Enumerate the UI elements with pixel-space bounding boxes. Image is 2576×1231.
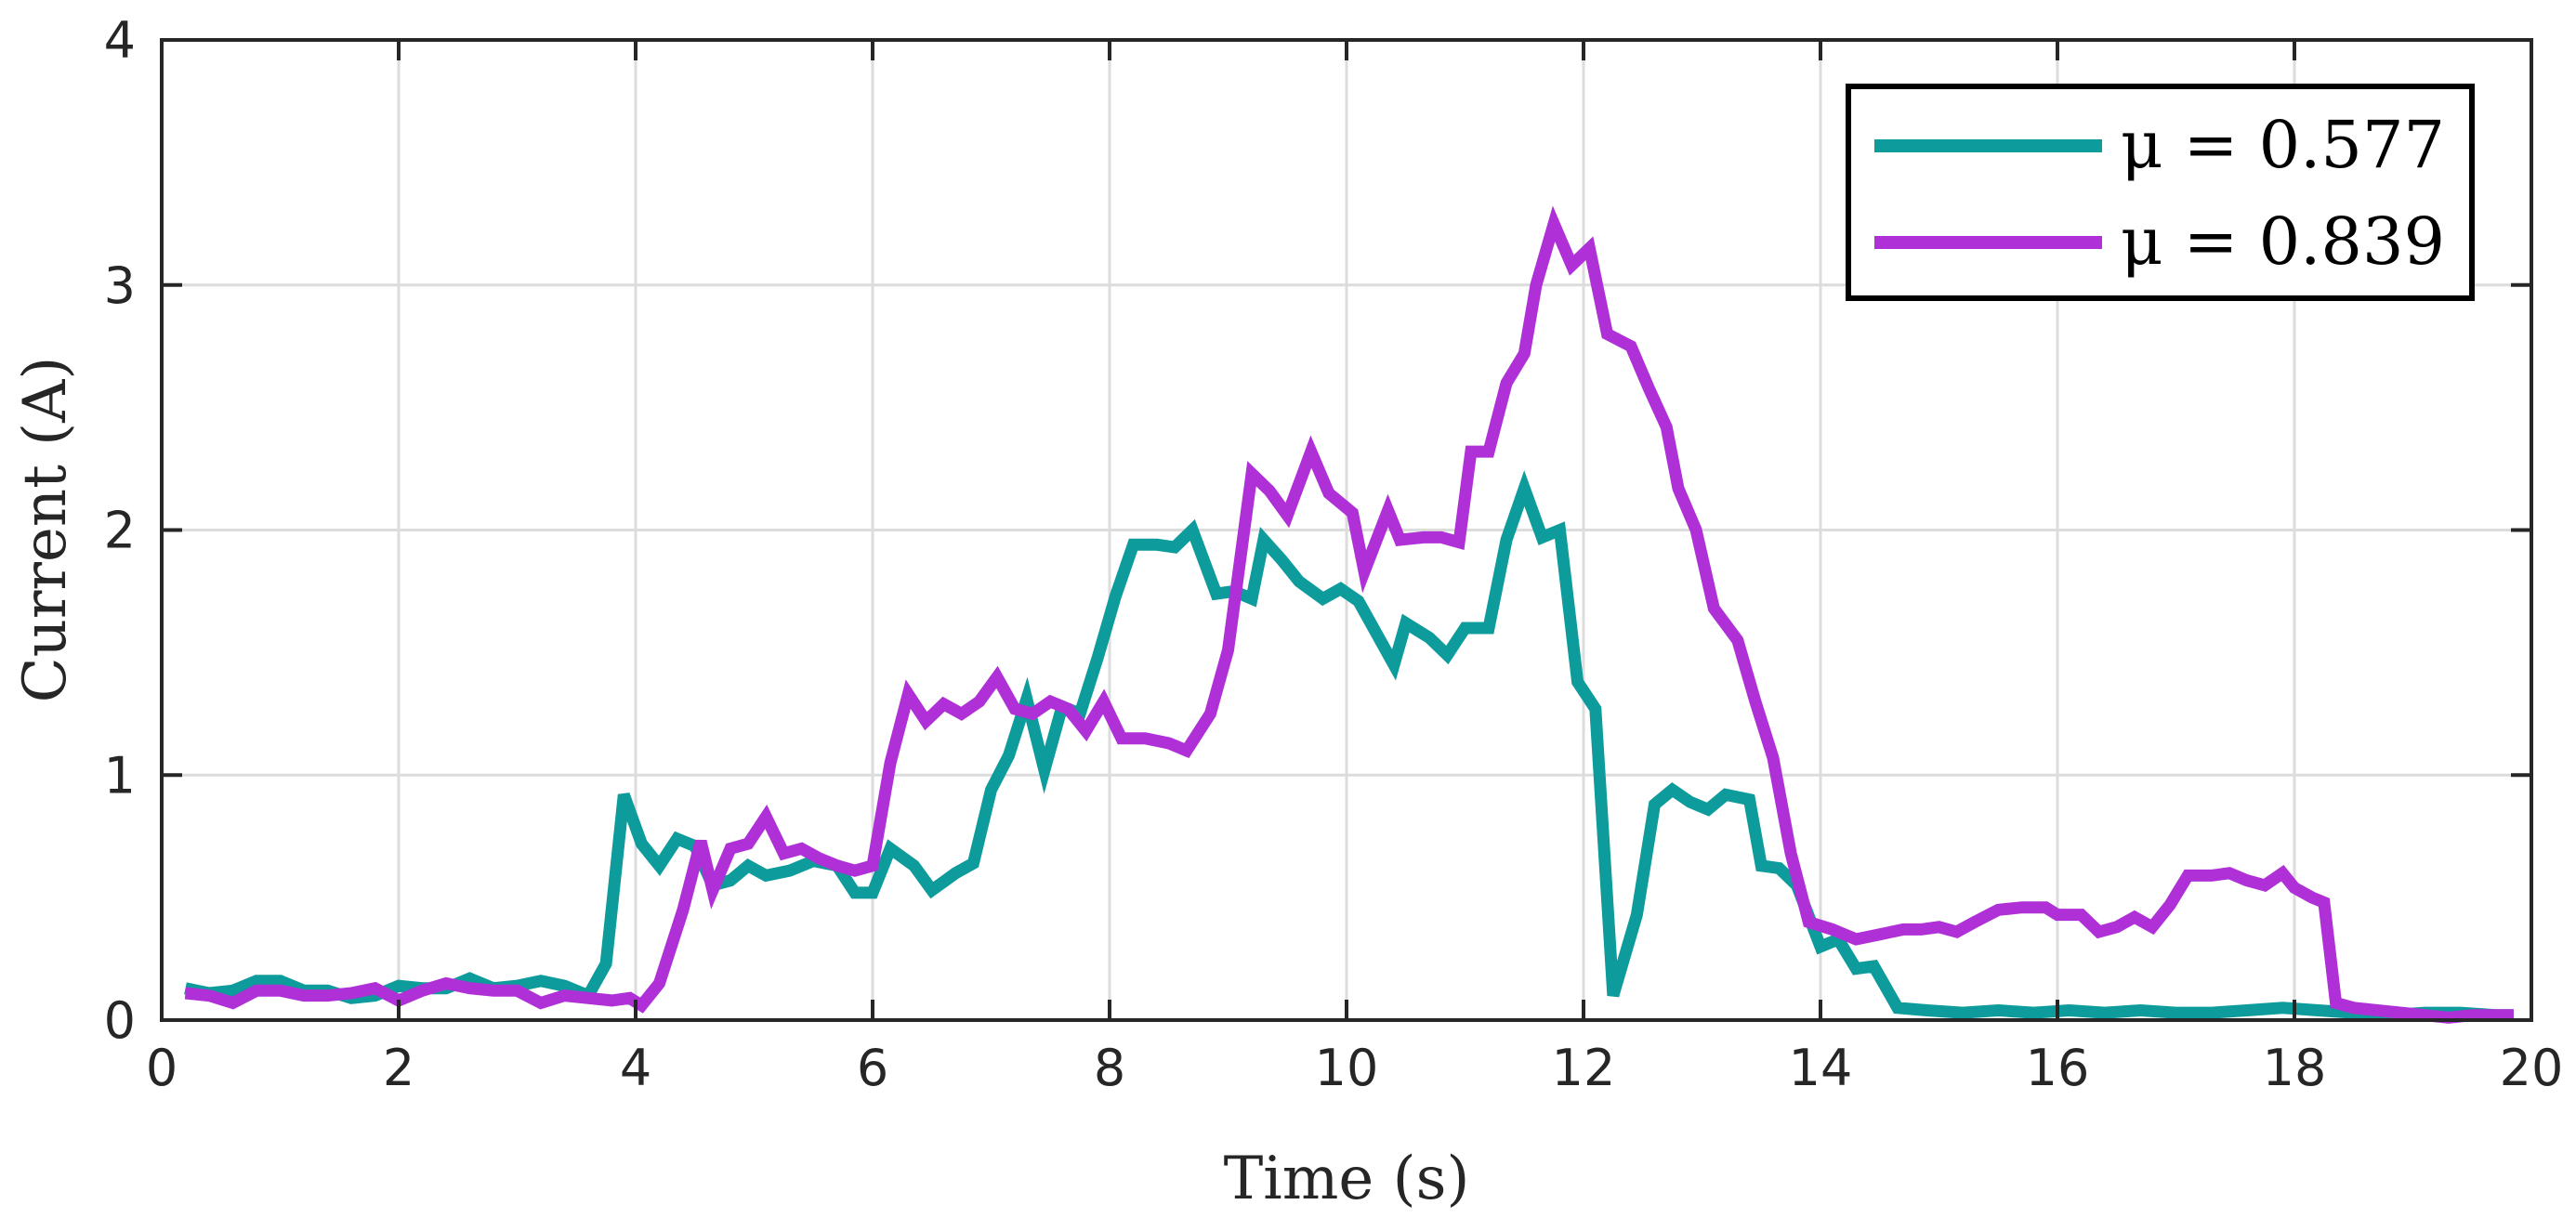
x-tick-label: 12 xyxy=(1552,1039,1616,1097)
x-tick-labels: 0 2 4 6 8 10 12 14 16 18 20 xyxy=(146,1039,2564,1097)
y-tick-label: 4 xyxy=(104,11,136,70)
x-tick-label: 0 xyxy=(146,1039,177,1097)
legend-label-mu-0577: μ = 0.577 xyxy=(2121,107,2445,183)
x-tick-label: 14 xyxy=(1789,1039,1853,1097)
y-tick-label: 2 xyxy=(104,502,136,560)
y-tick-label: 1 xyxy=(104,746,136,805)
x-tick-label: 2 xyxy=(383,1039,414,1097)
x-tick-label: 20 xyxy=(2500,1039,2564,1097)
y-axis-label: Current (A) xyxy=(11,357,80,703)
y-tick-label: 3 xyxy=(104,256,136,315)
y-tick-labels: 0 1 2 3 4 xyxy=(104,11,136,1050)
axis-ticks xyxy=(160,38,2533,1022)
x-axis-label: Time (s) xyxy=(1224,1145,1470,1213)
series-line-mu-0839 xyxy=(184,205,2514,1024)
x-tick-label: 6 xyxy=(857,1039,888,1097)
x-tick-label: 8 xyxy=(1094,1039,1125,1097)
series-line-mu-0577 xyxy=(184,470,2514,1022)
legend-box xyxy=(1846,84,2475,301)
legend: μ = 0.577 μ = 0.839 xyxy=(1846,84,2475,301)
legend-label-mu-0839: μ = 0.839 xyxy=(2121,203,2445,280)
x-tick-label: 10 xyxy=(1315,1039,1379,1097)
x-tick-label: 4 xyxy=(620,1039,651,1097)
series-layer xyxy=(184,205,2514,1024)
x-tick-label: 16 xyxy=(2026,1039,2090,1097)
y-tick-label: 0 xyxy=(104,991,136,1050)
x-tick-label: 18 xyxy=(2263,1039,2327,1097)
